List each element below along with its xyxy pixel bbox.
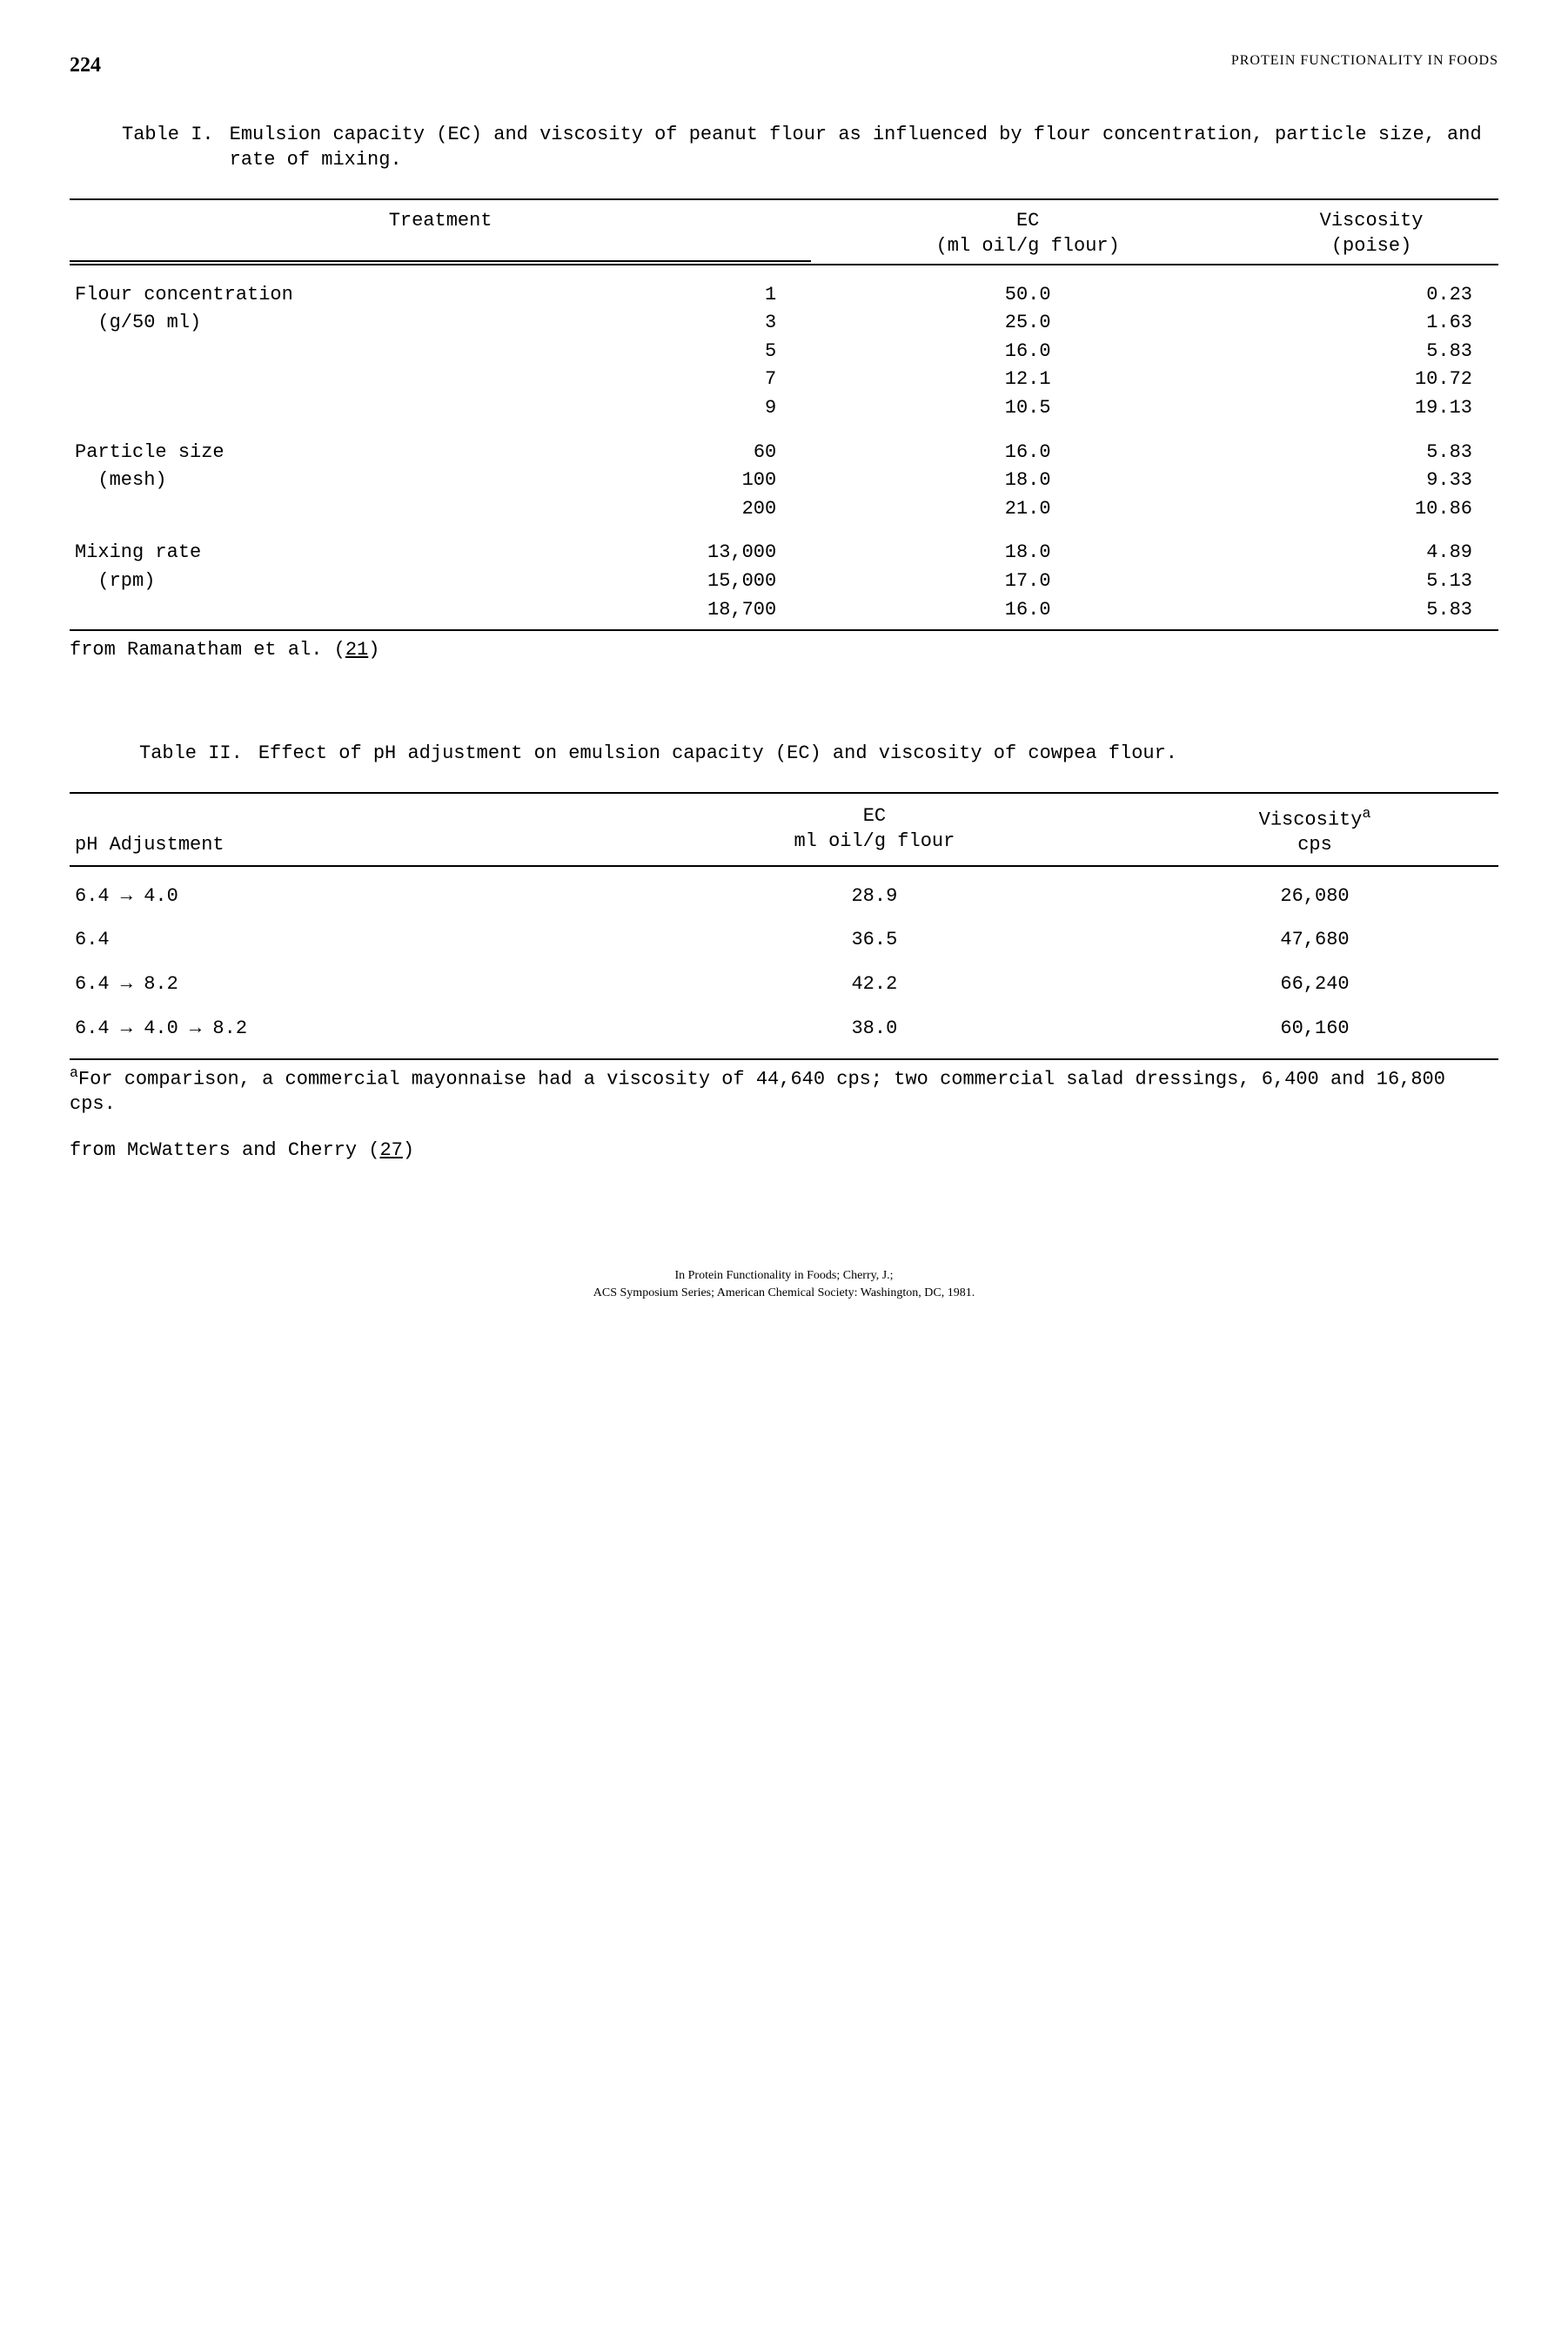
running-head: PROTEIN FUNCTIONALITY IN FOODS	[1231, 52, 1498, 79]
group-unit: (g/50 ml)	[70, 309, 568, 338]
table2-col-visc: Viscositya cps	[1131, 802, 1498, 860]
viscosity-value: 5.83	[1244, 439, 1498, 467]
table-row: 18,70016.05.83	[70, 596, 1498, 625]
group-name: Mixing rate	[70, 539, 568, 567]
table2-caption: Table II. Effect of pH adjustment on emu…	[139, 742, 1498, 767]
viscosity-value: 60,160	[1131, 1015, 1498, 1044]
table1-label: Table I.	[122, 123, 230, 172]
ec-value: 17.0	[811, 567, 1244, 596]
page-footer: In Protein Functionality in Foods; Cherr…	[70, 1267, 1498, 1301]
table2-caption-text: Effect of pH adjustment on emulsion capa…	[258, 742, 1177, 767]
treatment-level: 60	[568, 439, 811, 467]
ec-value: 16.0	[811, 338, 1244, 366]
page-header: 224 PROTEIN FUNCTIONALITY IN FOODS	[70, 52, 1498, 79]
group-name: Flour concentration	[70, 281, 568, 310]
viscosity-value: 10.86	[1244, 495, 1498, 524]
table2-source: from McWatters and Cherry (27)	[70, 1138, 1498, 1164]
table-row: Mixing rate13,00018.04.89	[70, 539, 1498, 567]
viscosity-value: 19.13	[1244, 394, 1498, 423]
treatment-level: 5	[568, 338, 811, 366]
table1-col-treatment: Treatment	[70, 199, 811, 260]
table-row: Flour concentration150.00.23	[70, 281, 1498, 310]
footer-line2: ACS Symposium Series; American Chemical …	[70, 1285, 1498, 1302]
table1-col-visc: Viscosity (poise)	[1244, 199, 1498, 260]
table1-caption: Table I. Emulsion capacity (EC) and visc…	[122, 123, 1498, 172]
footer-line1: In Protein Functionality in Foods; Cherr…	[70, 1267, 1498, 1285]
viscosity-value: 66,240	[1131, 970, 1498, 999]
ph-adjustment: 6.4	[70, 926, 618, 955]
ec-value: 10.5	[811, 394, 1244, 423]
viscosity-value: 9.33	[1244, 467, 1498, 495]
treatment-level: 9	[568, 394, 811, 423]
treatment-level: 15,000	[568, 567, 811, 596]
ph-adjustment: 6.4 → 8.2	[70, 970, 618, 999]
ph-adjustment: 6.4 → 4.0 → 8.2	[70, 1015, 618, 1044]
ec-value: 38.0	[618, 1015, 1131, 1044]
viscosity-value: 4.89	[1244, 539, 1498, 567]
treatment-level: 7	[568, 366, 811, 394]
table-row: 6.4 → 4.028.926,080	[70, 883, 1498, 911]
table-row: 516.05.83	[70, 338, 1498, 366]
viscosity-value: 5.13	[1244, 567, 1498, 596]
table-row: 6.4 → 4.0 → 8.238.060,160	[70, 1015, 1498, 1044]
ec-value: 16.0	[811, 596, 1244, 625]
table2-col-ec: EC ml oil/g flour	[618, 802, 1131, 860]
table2-label: Table II.	[139, 742, 258, 767]
ph-adjustment: 6.4 → 4.0	[70, 883, 618, 911]
group-unit: (mesh)	[70, 467, 568, 495]
treatment-level: 18,700	[568, 596, 811, 625]
viscosity-value: 10.72	[1244, 366, 1498, 394]
table2-footnote: aFor comparison, a commercial mayonnaise…	[70, 1064, 1498, 1118]
ec-value: 28.9	[618, 883, 1131, 911]
ec-value: 50.0	[811, 281, 1244, 310]
treatment-level: 3	[568, 309, 811, 338]
table-row: 910.519.13	[70, 394, 1498, 423]
table-row: 6.4 → 8.242.266,240	[70, 970, 1498, 999]
table-row: 6.436.547,680	[70, 926, 1498, 955]
table-row: 712.110.72	[70, 366, 1498, 394]
ec-value: 25.0	[811, 309, 1244, 338]
group-name: Particle size	[70, 439, 568, 467]
table1-source: from Ramanatham et al. (21)	[70, 638, 379, 663]
table1-caption-text: Emulsion capacity (EC) and viscosity of …	[230, 123, 1498, 172]
ec-value: 36.5	[618, 926, 1131, 955]
treatment-level: 1	[568, 281, 811, 310]
viscosity-value: 26,080	[1131, 883, 1498, 911]
ec-value: 18.0	[811, 467, 1244, 495]
table1: Treatment EC (ml oil/g flour) Viscosity …	[70, 198, 1498, 631]
ec-value: 42.2	[618, 970, 1131, 999]
page-number: 224	[70, 52, 101, 79]
viscosity-value: 5.83	[1244, 596, 1498, 625]
table2-col-ph: pH Adjustment	[70, 802, 618, 860]
ec-value: 12.1	[811, 366, 1244, 394]
treatment-level: 13,000	[568, 539, 811, 567]
table1-col-ec: EC (ml oil/g flour)	[811, 199, 1244, 260]
viscosity-value: 1.63	[1244, 309, 1498, 338]
table-row: (rpm)15,00017.05.13	[70, 567, 1498, 596]
table-row: 20021.010.86	[70, 495, 1498, 524]
viscosity-value: 5.83	[1244, 338, 1498, 366]
table-row: Particle size6016.05.83	[70, 439, 1498, 467]
ec-value: 18.0	[811, 539, 1244, 567]
viscosity-value: 0.23	[1244, 281, 1498, 310]
ec-value: 21.0	[811, 495, 1244, 524]
table-row: (mesh)10018.09.33	[70, 467, 1498, 495]
treatment-level: 200	[568, 495, 811, 524]
treatment-level: 100	[568, 467, 811, 495]
table2: pH Adjustment EC ml oil/g flour Viscosit…	[70, 792, 1498, 1062]
ec-value: 16.0	[811, 439, 1244, 467]
group-unit: (rpm)	[70, 567, 568, 596]
viscosity-value: 47,680	[1131, 926, 1498, 955]
table-row: (g/50 ml)325.01.63	[70, 309, 1498, 338]
